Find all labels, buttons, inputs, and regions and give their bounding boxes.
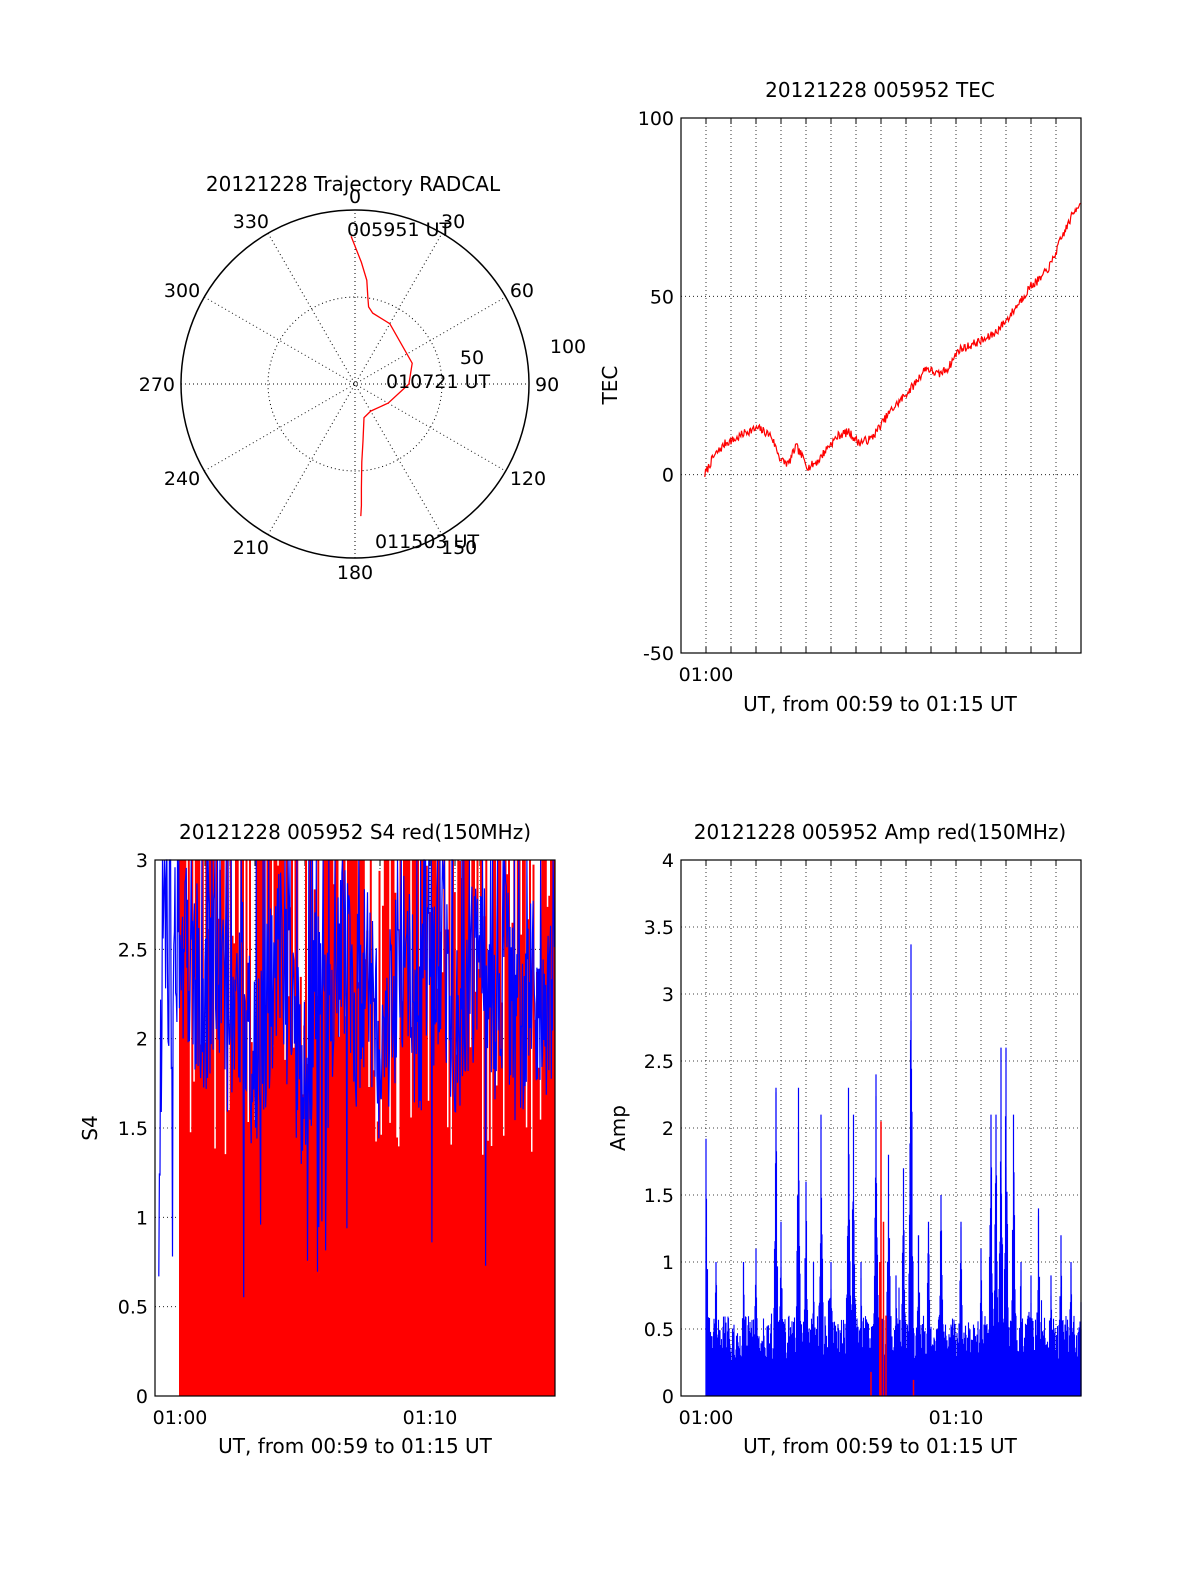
amp-title: 20121228 005952 Amp red(150MHz) [694,820,1066,844]
polar-angle-label: 300 [164,280,200,302]
tec-xlabel: UT, from 00:59 to 01:15 UT [743,692,1018,716]
amp-ytick-label: 3.5 [644,917,674,939]
tec-ylabel: TEC [598,366,622,406]
amp-ytick-label: 1.5 [644,1185,674,1207]
amp-panel: 20121228 005952 Amp red(150MHz) 0 0.5 1 1.5… [606,820,1082,1458]
s4-tick-labels: 0 0.5 1 1.5 2 2.5 3 01:00 01:10 [118,850,458,1429]
polar-angle-label: 30 [441,211,465,233]
polar-angle-label: 270 [139,374,175,396]
tec-ytick-label: -50 [643,643,674,665]
amp-xlabel: UT, from 00:59 to 01:15 UT [743,1434,1018,1458]
tec-ytick-label: 0 [662,465,674,487]
polar-angle-label: 120 [510,468,546,490]
s4-xlabel: UT, from 00:59 to 01:15 UT [218,1434,493,1458]
tec-title: 20121228 005952 TEC [765,78,995,102]
trajectory-panel: 20121228 Trajectory RADCAL 0 30 60 90 120 150… [139,172,586,584]
trajectory-end-annotation: 011503 UT [375,531,479,553]
amp-xtick-label: 01:10 [929,1407,984,1429]
tec-tick-labels: -50 0 50 100 01:00 [638,108,734,686]
polar-angle-label: 180 [337,562,373,584]
amp-ytick-label: 0.5 [644,1319,674,1341]
tec-series-line [704,202,1081,477]
amp-ytick-label: 4 [662,850,674,872]
s4-title: 20121228 005952 S4 red(150MHz) [179,820,531,844]
tec-xtick-label: 01:00 [679,664,734,686]
trajectory-mid-annotation: 010721 UT [386,371,490,393]
trajectory-start-annotation: 005951 UT [347,219,451,241]
tec-plot-frame [680,117,1082,654]
s4-ytick-label: 2 [136,1029,148,1051]
tec-ytick-label: 50 [650,286,674,308]
polar-radius-label-50: 50 [460,347,484,369]
polar-angle-label: 330 [233,211,269,233]
s4-panel: 20121228 005952 S4 red(150MHz) 0 0.5 1 1.5 2… [78,820,556,1458]
s4-ytick-label: 0 [136,1386,148,1408]
polar-angle-labels: 0 30 60 90 120 150 180 210 240 270 300 330 [139,186,559,584]
amp-blue-series [705,944,1082,1396]
polar-angle-label: 150 [441,537,477,559]
s4-ytick-label: 1 [136,1207,148,1229]
s4-ytick-label: 1.5 [118,1118,148,1140]
amp-ytick-label: 3 [662,984,674,1006]
amp-red-series [870,1121,915,1396]
tec-panel: 20121228 005952 TEC -50 0 50 100 01:00 UT, f… [598,78,1082,716]
polar-radius-label-100: 100 [550,336,586,358]
amp-tick-labels: 0 0.5 1 1.5 2 2.5 3 3.5 4 01:00 01:10 [644,850,984,1429]
s4-ytick-label: 3 [136,850,148,872]
amp-plot-frame [680,859,1082,1397]
amp-xtick-label: 01:00 [679,1407,734,1429]
polar-angle-label: 210 [233,537,269,559]
trajectory-line [350,235,413,517]
tec-ytick-label: 100 [638,108,674,130]
polar-angle-label: 60 [510,280,534,302]
tec-grid [681,118,1081,653]
polar-angle-label: 240 [164,468,200,490]
s4-xtick-label: 01:00 [153,1407,208,1429]
polar-angle-label: 0 [349,186,361,208]
polar-grid [180,209,530,559]
s4-blue-series-line [158,859,555,1298]
s4-plot-frame [154,859,556,1397]
amp-ytick-label: 1 [662,1252,674,1274]
trajectory-title: 20121228 Trajectory RADCAL [206,172,501,196]
s4-ylabel: S4 [78,1115,102,1140]
polar-angle-label: 90 [535,374,559,396]
s4-ytick-label: 0.5 [118,1297,148,1319]
amp-ytick-label: 2.5 [644,1051,674,1073]
s4-ytick-label: 2.5 [118,939,148,961]
amp-ytick-label: 0 [662,1386,674,1408]
amp-ylabel: Amp [606,1105,630,1151]
amp-ytick-label: 2 [662,1118,674,1140]
s4-xtick-label: 01:10 [403,1407,458,1429]
